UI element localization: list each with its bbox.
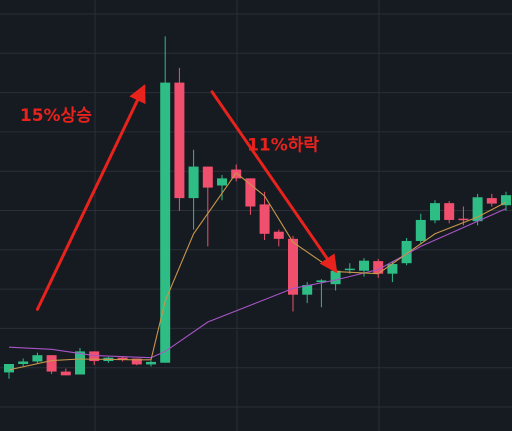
candle-body: [160, 82, 171, 363]
candle: [415, 213, 426, 245]
candle: [18, 358, 29, 367]
candle-body: [458, 218, 469, 221]
candle-body: [316, 280, 327, 283]
moving-averages: [8, 172, 507, 371]
candle-body: [18, 361, 29, 364]
candle-body: [217, 178, 227, 186]
candle-body: [302, 285, 313, 295]
ma-long-line: [8, 208, 507, 359]
candle: [430, 200, 440, 224]
candle-body: [430, 203, 440, 221]
candle-body: [273, 231, 284, 239]
candle: [160, 36, 171, 363]
candle: [288, 235, 298, 312]
candle: [259, 191, 270, 241]
candle: [316, 279, 327, 308]
candle-body: [46, 355, 57, 372]
candle: [202, 166, 213, 247]
candle: [46, 355, 57, 375]
candle: [75, 348, 85, 375]
candle-body: [4, 364, 14, 373]
candle-body: [117, 357, 128, 360]
candle: [4, 364, 14, 379]
candle-body: [330, 270, 341, 285]
candle-body: [501, 195, 511, 206]
candle: [444, 201, 455, 224]
candle-body: [174, 82, 185, 199]
candle-body: [131, 358, 142, 365]
candle: [273, 229, 284, 247]
candle: [486, 193, 497, 207]
candle: [387, 261, 398, 283]
candle-body: [288, 238, 298, 295]
candle-body: [89, 351, 100, 362]
candle-body: [415, 219, 426, 241]
candle-body: [259, 204, 270, 234]
candle-body: [373, 261, 384, 274]
annotation-arrow-1: [210, 90, 338, 274]
annotation-label-1: 11%하락: [247, 136, 319, 156]
candle-body: [146, 361, 156, 365]
candle-body: [245, 178, 256, 207]
candle-body: [75, 351, 85, 375]
candle: [89, 351, 100, 365]
candle-body: [32, 355, 43, 362]
candle-body: [486, 198, 497, 204]
candle-body: [401, 240, 412, 264]
candle-body: [60, 371, 71, 376]
candle: [401, 238, 412, 266]
candle-body: [359, 260, 369, 271]
annotation-arrow-0: [35, 84, 146, 311]
candle-body: [202, 166, 213, 188]
candle: [60, 368, 71, 376]
candle-body: [231, 169, 242, 179]
candle-body: [188, 166, 199, 199]
candle-body: [444, 203, 455, 220]
candle: [373, 259, 384, 278]
candles: [4, 36, 511, 379]
annotation-label-0: 15%상승: [20, 106, 92, 126]
candle: [146, 360, 156, 367]
candle: [188, 149, 199, 230]
candle: [472, 193, 483, 226]
candle-body: [472, 197, 483, 222]
candle: [501, 191, 511, 211]
candle-body: [387, 264, 398, 274]
annotations: 15%상승 11%하락: [20, 84, 338, 311]
candle: [174, 67, 185, 211]
ma-short-line: [8, 172, 507, 371]
candle: [217, 175, 227, 201]
candle: [32, 352, 43, 364]
candle-body: [344, 268, 355, 271]
